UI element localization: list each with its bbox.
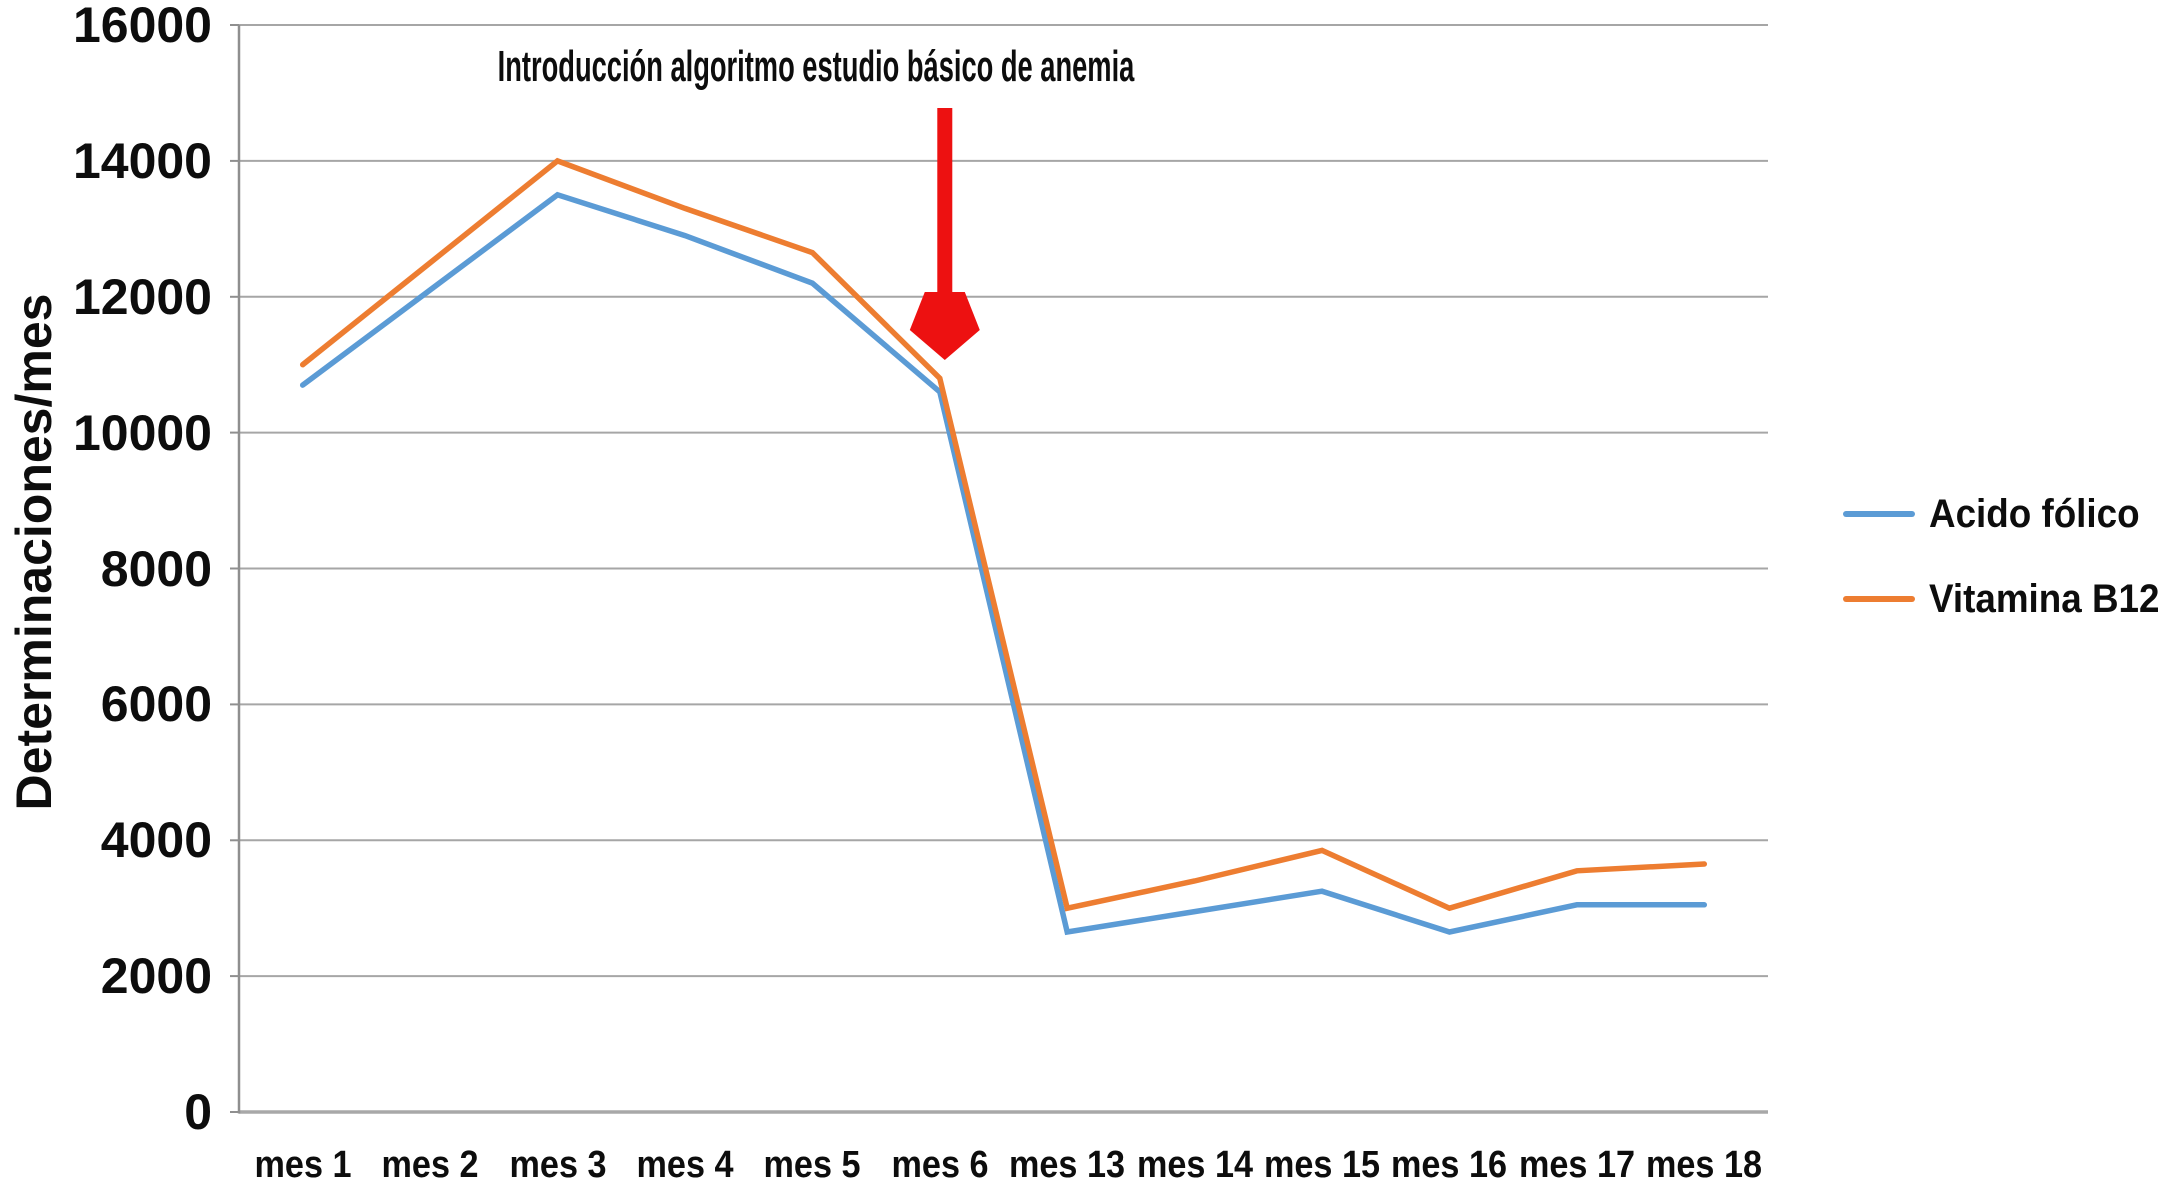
- y-tick-label: 0: [184, 1084, 212, 1140]
- legend-item: Acido fólico: [1843, 489, 2158, 539]
- legend-item: Vitamina B12: [1843, 574, 2175, 624]
- legend-label: Acido fólico: [1929, 491, 2140, 536]
- x-tick-label: mes 18: [1646, 1144, 1763, 1186]
- x-tick-label: mes 4: [636, 1144, 734, 1186]
- y-tick-label: 12000: [72, 268, 212, 325]
- x-tick-label: mes 13: [1009, 1144, 1126, 1186]
- x-tick-label: mes 5: [763, 1144, 861, 1186]
- x-tick-label: mes 15: [1264, 1144, 1381, 1186]
- series-line-acido-f-lico: [299, 191, 1708, 936]
- y-tick-label: 6000: [100, 676, 212, 733]
- legend-line-swatch: [1843, 596, 1915, 602]
- y-tick-label: 8000: [100, 540, 212, 597]
- legend-line-swatch: [1843, 511, 1915, 517]
- series-line-vitamina-b12: [299, 157, 1708, 912]
- chart-annotation-text: Introducción algoritmo estudio básico de…: [497, 42, 1135, 91]
- x-tick-label: mes 14: [1136, 1144, 1253, 1186]
- x-tick-label: mes 3: [509, 1144, 607, 1186]
- annotation-arrow-shaft: [937, 108, 953, 302]
- y-tick-label: 2000: [100, 948, 212, 1005]
- annotation-arrow-head: [909, 292, 980, 360]
- y-tick-label: 4000: [100, 812, 212, 869]
- y-tick-label: 10000: [72, 404, 212, 461]
- y-tick-label: 14000: [72, 132, 212, 189]
- x-tick-label: mes 1: [254, 1144, 352, 1186]
- x-tick-label: mes 16: [1391, 1144, 1508, 1186]
- x-tick-label: mes 6: [891, 1144, 989, 1186]
- x-tick-label: mes 2: [381, 1144, 479, 1186]
- x-tick-label: mes 17: [1518, 1144, 1635, 1186]
- legend-label: Vitamina B12: [1929, 576, 2160, 621]
- y-tick-label: 16000: [72, 0, 212, 53]
